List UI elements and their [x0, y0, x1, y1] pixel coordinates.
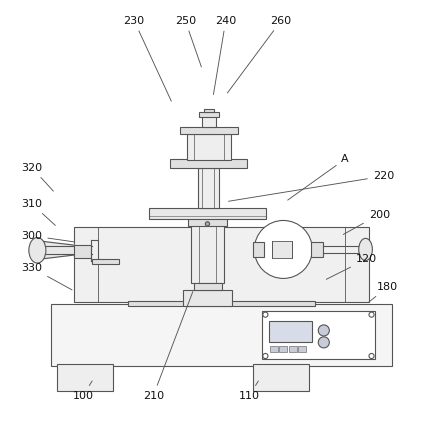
Circle shape	[369, 353, 374, 359]
Circle shape	[318, 325, 329, 336]
Bar	[92, 259, 119, 263]
Text: 210: 210	[143, 292, 193, 401]
Bar	[253, 364, 309, 391]
Bar	[149, 208, 266, 219]
Bar	[74, 227, 369, 302]
Bar	[204, 109, 214, 112]
Text: 300: 300	[21, 231, 74, 242]
Text: 240: 240	[214, 15, 237, 94]
Text: 230: 230	[124, 15, 171, 101]
Bar	[128, 301, 315, 306]
Bar	[270, 346, 278, 352]
Text: 220: 220	[229, 171, 394, 201]
Text: 110: 110	[239, 381, 260, 401]
Ellipse shape	[29, 238, 46, 263]
Bar	[262, 311, 375, 359]
Text: A: A	[288, 154, 349, 200]
Polygon shape	[39, 241, 74, 259]
Bar	[289, 346, 296, 352]
Bar	[298, 346, 306, 352]
Bar	[180, 127, 238, 134]
Text: 100: 100	[73, 381, 93, 401]
Text: 330: 330	[21, 263, 72, 290]
Text: 250: 250	[175, 15, 202, 67]
Ellipse shape	[359, 239, 373, 260]
Bar	[51, 304, 392, 366]
Circle shape	[318, 337, 329, 348]
Bar	[170, 159, 247, 169]
Circle shape	[254, 221, 312, 278]
Circle shape	[263, 353, 268, 359]
Bar	[253, 242, 264, 257]
Circle shape	[205, 222, 210, 226]
Bar	[194, 283, 222, 290]
Circle shape	[369, 312, 374, 317]
Text: 260: 260	[227, 15, 292, 93]
Text: 320: 320	[21, 163, 54, 191]
Bar	[187, 134, 231, 160]
Bar	[269, 321, 312, 341]
Bar	[74, 245, 91, 258]
Bar	[311, 242, 323, 257]
Bar	[58, 364, 113, 391]
Bar	[188, 218, 227, 226]
Bar	[191, 225, 224, 283]
Circle shape	[263, 312, 268, 317]
Bar	[272, 241, 292, 258]
Text: 200: 200	[343, 209, 390, 235]
Bar	[198, 169, 218, 208]
Text: 180: 180	[369, 282, 398, 302]
Bar	[202, 116, 216, 127]
Text: 120: 120	[326, 254, 377, 279]
Bar	[280, 346, 287, 352]
Text: 310: 310	[21, 199, 55, 225]
Bar	[199, 112, 218, 117]
Bar	[183, 290, 232, 306]
